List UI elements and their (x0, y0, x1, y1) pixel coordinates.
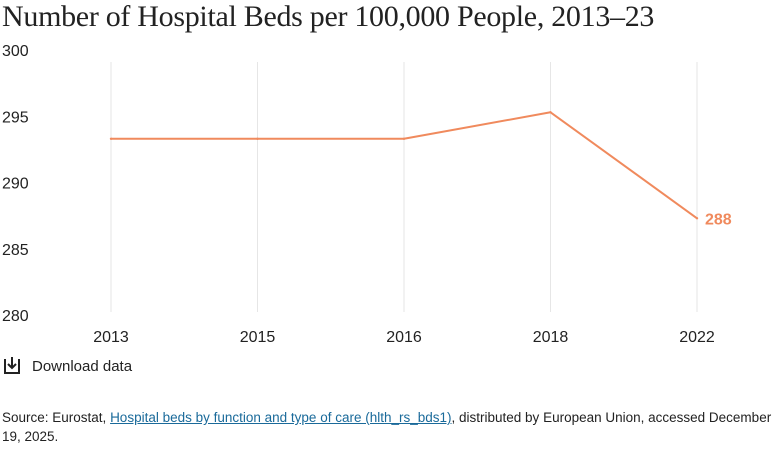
download-data-label: Download data (32, 357, 133, 375)
gridlines (110, 62, 698, 312)
y-tick-label: 285 (2, 242, 29, 259)
y-tick-label: 290 (2, 176, 29, 193)
x-tick-label: 2016 (386, 329, 422, 346)
x-tick-label: 2018 (533, 329, 569, 346)
data-point (549, 111, 552, 114)
y-tick-label: 295 (2, 109, 29, 126)
chart-title: Number of Hospital Beds per 100,000 Peop… (2, 0, 655, 33)
source-note: Source: Eurostat, Hospital beds by funct… (2, 408, 772, 446)
y-axis-ticks: 300 295 290 285 280 (2, 43, 29, 325)
download-icon (2, 356, 22, 376)
line-chart: 300 295 290 285 280 2013 2015 2016 2018 2022 288 (2, 43, 732, 346)
x-axis-ticks: 2013 2015 2016 2018 2022 (93, 329, 715, 346)
y-tick-label: 300 (2, 43, 29, 60)
x-tick-label: 2015 (240, 329, 276, 346)
data-point (402, 137, 406, 140)
source-link[interactable]: Hospital beds by function and type of ca… (110, 410, 452, 425)
y-tick-label: 280 (2, 308, 29, 325)
download-data-button[interactable]: Download data (2, 354, 132, 378)
data-point (109, 137, 113, 140)
source-prefix: Source: Eurostat, (2, 410, 111, 425)
x-tick-label: 2013 (93, 329, 129, 346)
source-suffix: , distributed by European Union, accesse… (2, 410, 772, 444)
series-layer: 288 (109, 111, 732, 228)
end-value-label: 288 (705, 211, 732, 228)
data-point (695, 217, 699, 220)
x-tick-label: 2022 (679, 329, 715, 346)
data-point (256, 137, 259, 140)
